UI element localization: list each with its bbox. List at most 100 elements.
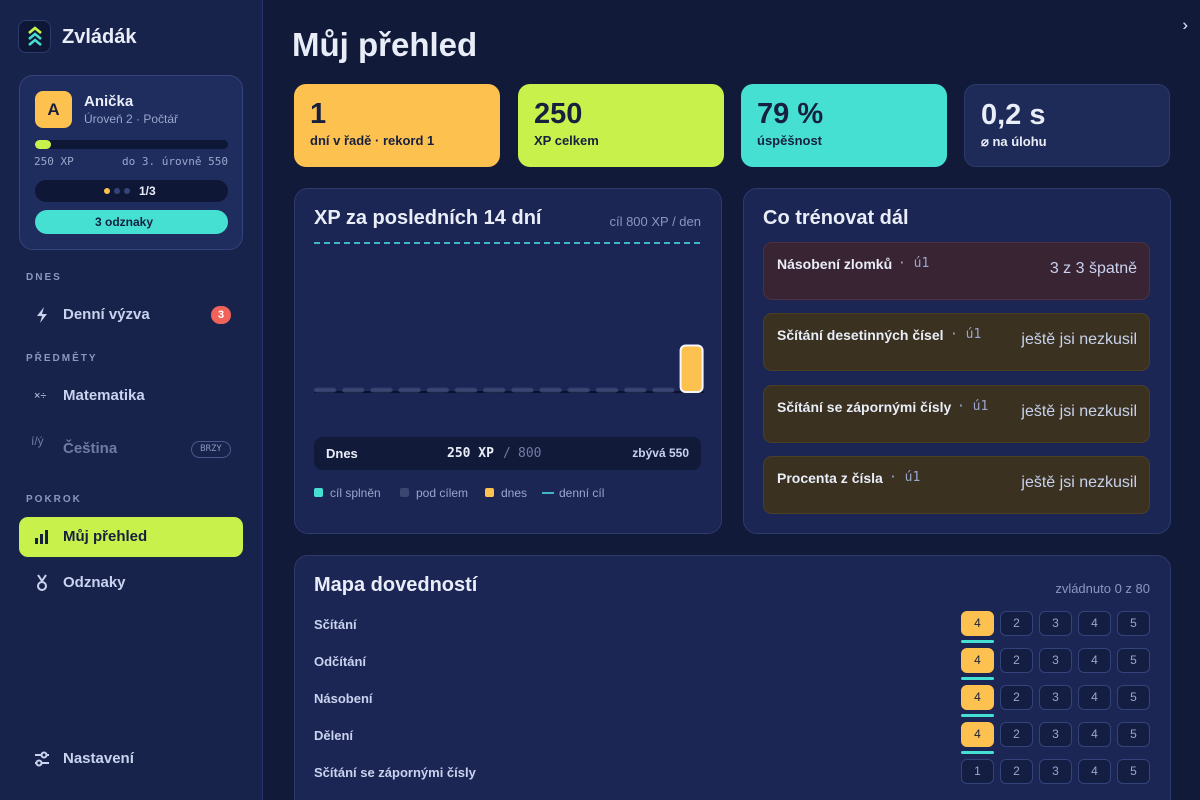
today-goal: 800 [518,446,542,461]
skill-cell[interactable]: 4 [961,685,994,710]
legend-label: denní cíl [559,486,605,500]
profile-next: do 3. úrovně 550 [122,155,228,168]
section-title: DNES [26,272,62,283]
skill-cell[interactable]: 5 [1117,685,1150,710]
chart-title: XP za posledních 14 dní [314,207,542,229]
recommend-item[interactable]: Sčítání desetinných čísel · ú1 ještě jsi n… [763,313,1150,372]
skill-cell[interactable]: 5 [1117,722,1150,747]
skill-name: Sčítání [314,617,357,632]
streak: 1/3 [139,184,156,198]
bar [679,344,704,393]
dots [103,187,131,195]
legend-label: cíl splněn [330,486,381,500]
skill-title: Mapa dovedností [314,574,478,596]
xp-progress [35,140,228,149]
skill-cell[interactable]: 4 [1078,611,1111,636]
stat-label: XP celkem [534,133,599,148]
skill-name: Odčítání [314,654,367,669]
recommend-item[interactable]: Sčítání se zápornými čísly · ú1 ještě jsi … [763,384,1150,443]
skill-underline [961,677,994,680]
nav-item[interactable]: Denní výzva [63,306,150,323]
chart: 31. 8.7. 9.dnes [313,242,704,393]
skill-cell[interactable]: 4 [1078,722,1111,747]
skill-cell[interactable]: 1 [961,759,994,784]
xp-card [294,188,722,534]
stat-value: 250 [534,98,583,130]
nav-item[interactable]: Odznaky [63,574,126,591]
nav-item[interactable]: Matematika [63,387,145,404]
skill-cell[interactable]: 2 [1000,611,1033,636]
recommend-level: · ú1 [889,469,921,485]
stat-card: 0,2 s ⌀ na úlohu [964,84,1170,167]
skill-cell[interactable]: 3 [1039,611,1072,636]
today-xp: 250 XP [447,446,494,461]
badges-text: 3 odznaky [95,215,154,229]
stat-card: 250 XP celkem [518,84,724,167]
bar [567,387,591,393]
bar [539,387,563,393]
bar [398,387,422,393]
stat-value: 1 [310,98,327,130]
skill-cell[interactable]: 3 [1039,648,1072,673]
legend-label: pod cílem [416,486,469,500]
profile-name: Anička [84,93,134,110]
recommend-note: ještě jsi nezkusil [1021,331,1137,349]
skill-underline [961,751,994,754]
badges-pill[interactable]: 3 odznaky [35,210,228,234]
skill-cell[interactable]: 5 [1117,611,1150,636]
stat-card: 79 % úspěšnost [741,84,947,167]
legend-swatch [485,488,494,497]
stat-label: úspěšnost [757,133,823,148]
legend-swatch [542,492,554,494]
today-sep: / [503,446,511,461]
skill-cell[interactable]: 2 [1000,648,1033,673]
bar [482,387,506,393]
skill-cell[interactable]: 4 [961,611,994,636]
chart-icon [35,530,48,544]
bar [510,387,534,393]
nav-icon: í/ý [31,434,44,448]
logo [18,20,51,53]
stat-label: ⌀ na úlohu [981,134,1047,149]
skill-cell[interactable]: 2 [1000,722,1033,747]
streak-pill: 1/3 [35,180,228,202]
skill-cell[interactable]: 5 [1117,648,1150,673]
bar [454,387,478,393]
today-box: Dnes 250 XP / 800 zbývá 550 [314,437,701,470]
skill-summary: zvládnuto 0 z 80 [1055,581,1150,596]
bar [313,387,337,393]
skill-cell[interactable]: 3 [1039,685,1072,710]
skill-cell[interactable]: 3 [1039,722,1072,747]
bar [369,387,393,393]
skill-name: Dělení [314,728,354,743]
skill-cell[interactable]: 2 [1000,759,1033,784]
skill-name: Sčítání se zápornými čísly [314,765,476,780]
recommend-name: Sčítání desetinných čísel [777,327,944,344]
nav-item[interactable]: Čeština [63,440,118,457]
nav-active[interactable] [19,517,243,557]
recommend-level: · ú1 [950,327,982,343]
bar [651,387,675,393]
skill-cell[interactable]: 4 [961,648,994,673]
nav-item[interactable]: Můj přehled [63,528,148,545]
skill-cell[interactable]: 4 [1078,685,1111,710]
skill-underline [961,640,994,643]
skill-cell[interactable]: 4 [1078,648,1111,673]
dots-icon [104,188,130,194]
section-title: POKROK [26,494,82,505]
skill-cell[interactable]: 4 [1078,759,1111,784]
recommend-item[interactable]: Násobení zlomků · ú1 3 z 3 špatně [763,242,1150,300]
nav-badge: BRZY [191,441,231,458]
profile-level: Úroveň 2 · Počtář [84,112,179,126]
nav-item[interactable]: Nastavení [63,750,134,767]
nav-icon: ×÷ [34,390,47,402]
bar [623,387,647,393]
today-remaining: zbývá 550 [632,446,689,460]
recommend-item[interactable]: Procenta z čísla · ú1 ještě jsi nezkusil [763,455,1150,514]
skill-cell[interactable]: 2 [1000,685,1033,710]
skill-cell[interactable]: 4 [961,722,994,747]
bar [595,387,619,393]
skill-cell[interactable]: 3 [1039,759,1072,784]
chevron: › [1182,17,1188,34]
skill-cell[interactable]: 5 [1117,759,1150,784]
